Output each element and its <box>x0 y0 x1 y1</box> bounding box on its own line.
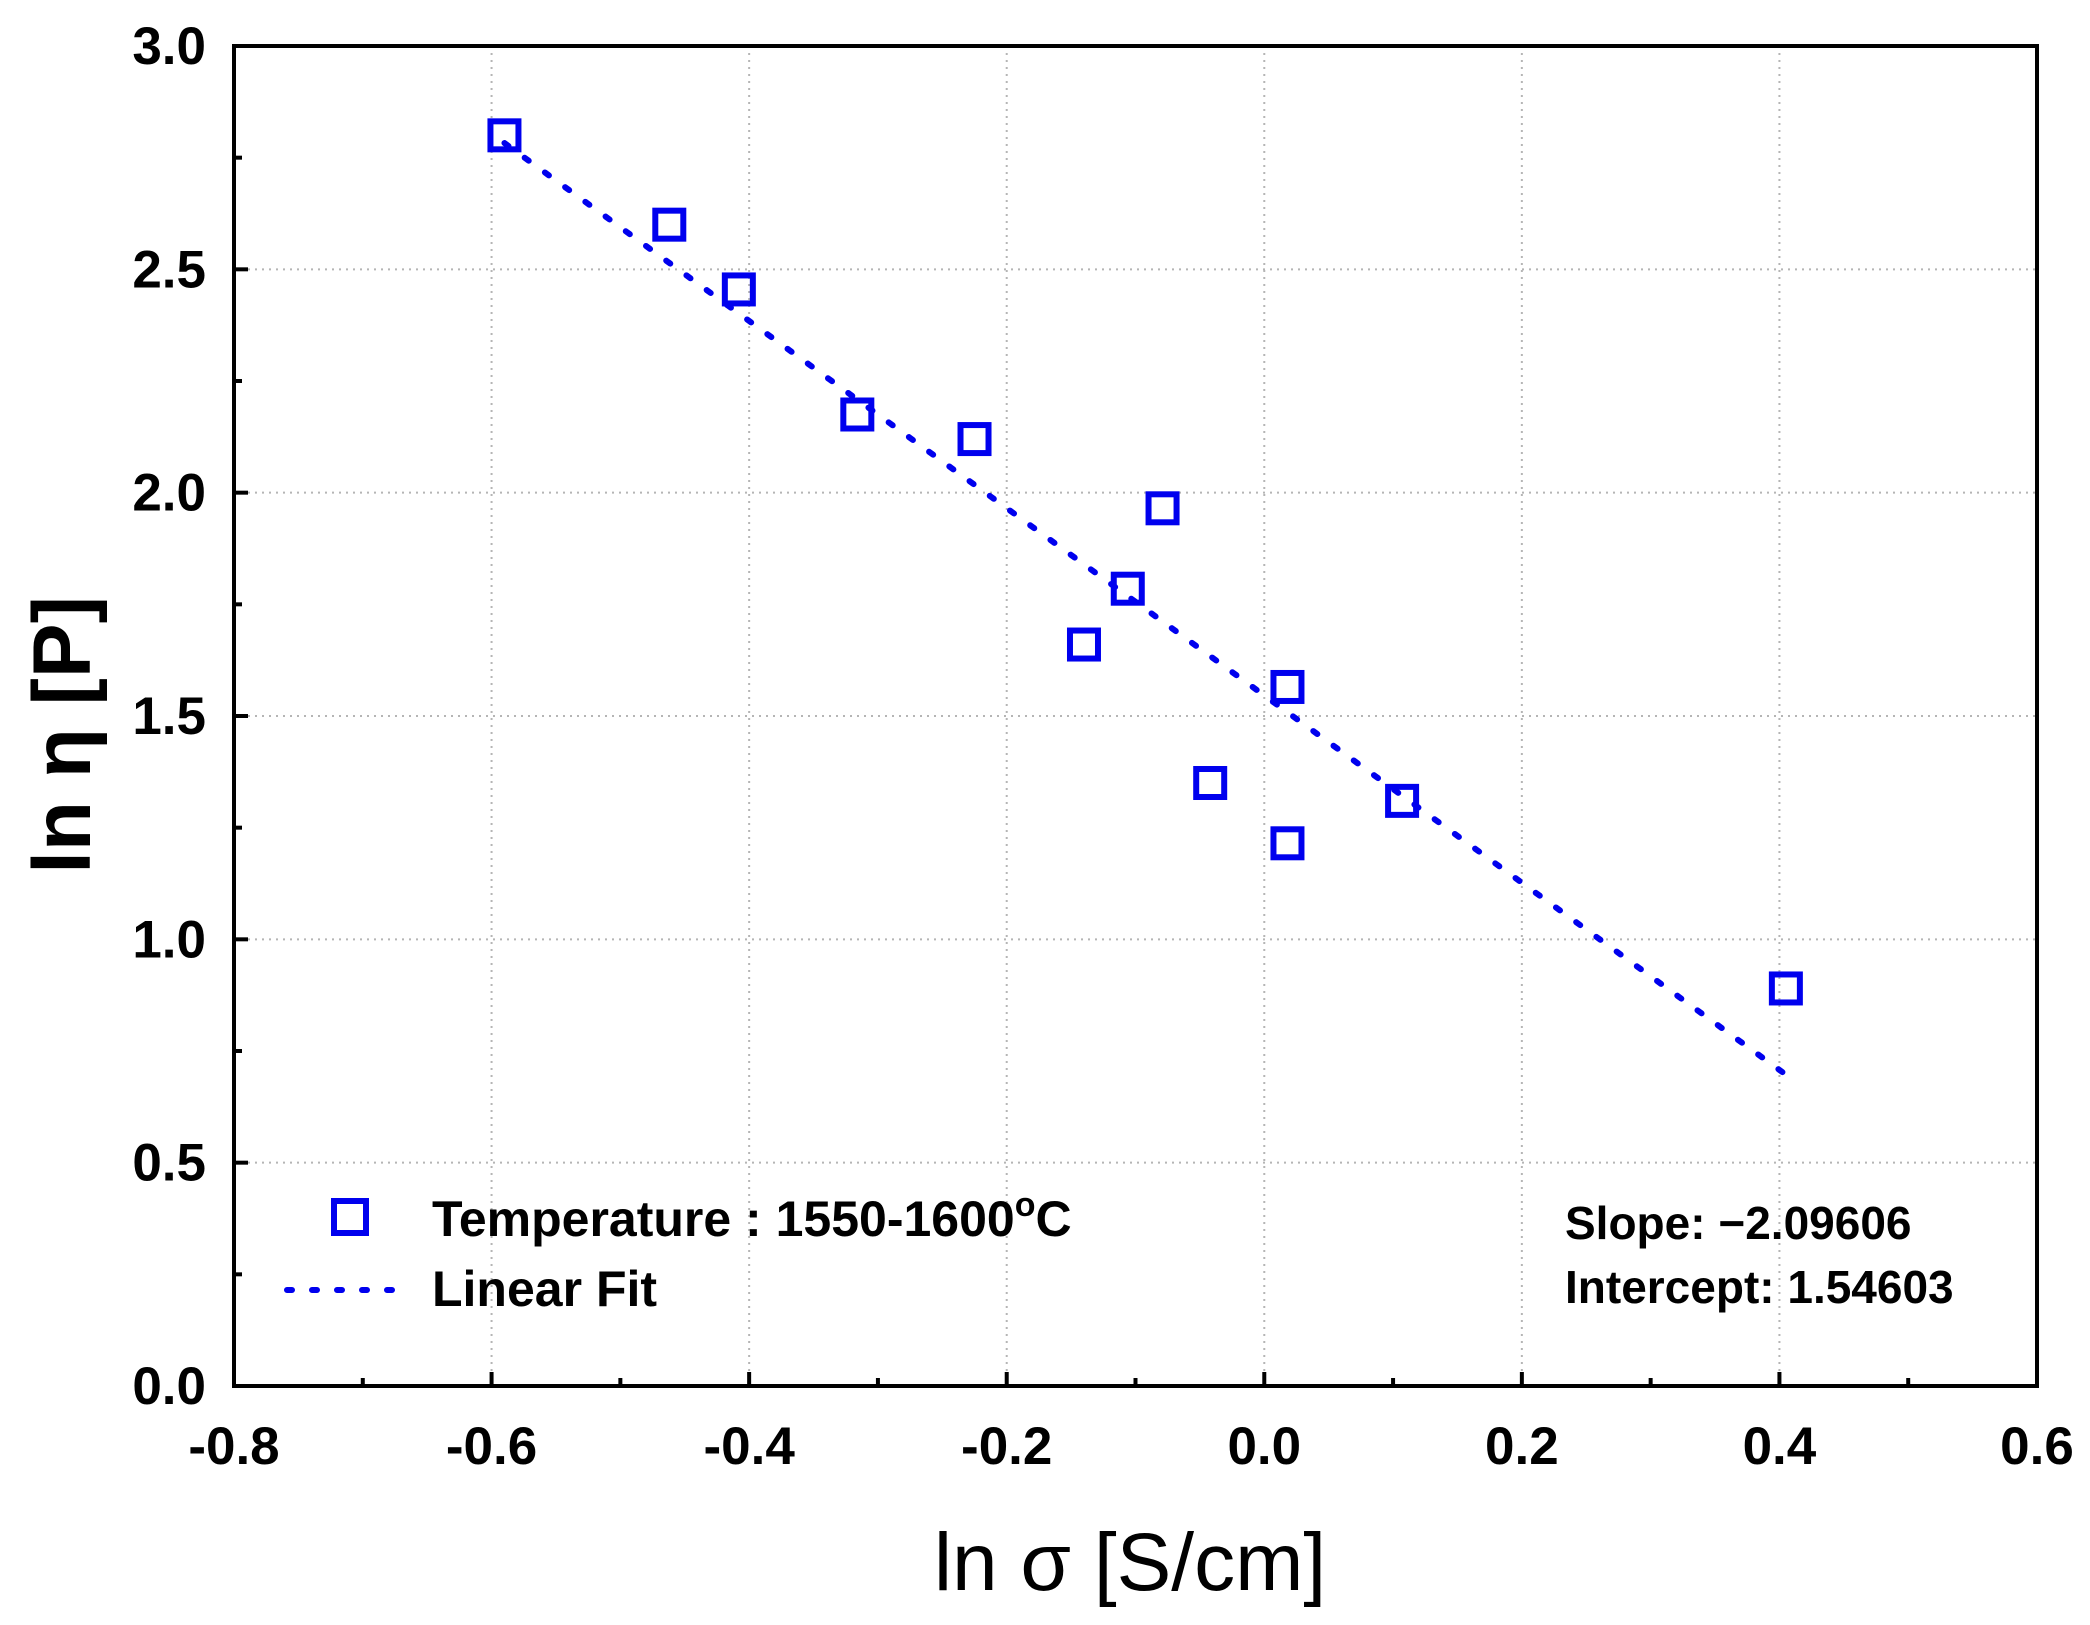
x-tick-label: -0.4 <box>703 1417 795 1476</box>
data-point <box>721 272 756 307</box>
data-points <box>487 118 1803 1006</box>
intercept-annotation: Intercept: 1.54603 <box>1565 1261 1954 1313</box>
x-tick-label: 0.2 <box>1485 1417 1559 1476</box>
y-tick-label: 0.5 <box>132 1134 206 1193</box>
legend-label-temperature-main: Temperature : 1550-1600 <box>432 1191 1015 1247</box>
legend-marker-square <box>331 1198 369 1236</box>
x-tick-label: 0.0 <box>1227 1417 1301 1476</box>
data-point <box>1270 669 1305 704</box>
y-tick-label: 0.0 <box>132 1357 206 1416</box>
legend-label-temperature-sup: o <box>1015 1186 1036 1224</box>
slope-annotation: Slope: −2.09606 <box>1565 1197 1911 1249</box>
y-tick-labels: 0.0 0.5 1.0 1.5 2.0 2.5 3.0 <box>132 17 206 1416</box>
x-tick-label: 0.6 <box>2000 1417 2074 1476</box>
y-tick-label: 2.0 <box>132 464 206 523</box>
data-point <box>957 422 992 457</box>
y-axis-title: ln η [P] <box>17 596 108 874</box>
x-axis-title: ln σ [S/cm] <box>934 1517 1326 1608</box>
data-point <box>652 207 687 242</box>
x-tick-labels: -0.8 -0.6 -0.4 -0.2 0.0 0.2 0.4 0.6 <box>188 1417 2074 1476</box>
legend-label-temperature: Temperature : 1550-1600oC <box>432 1186 1072 1247</box>
data-point <box>840 397 875 432</box>
x-tick-label: -0.6 <box>446 1417 537 1476</box>
data-point <box>1385 783 1420 818</box>
legend-label-linear-fit: Linear Fit <box>432 1261 657 1317</box>
legend-label-temperature-unit: C <box>1036 1191 1072 1247</box>
x-tick-label: 0.4 <box>1743 1417 1817 1476</box>
data-point <box>1145 491 1180 526</box>
y-tick-label: 1.0 <box>132 910 206 969</box>
data-point <box>1110 571 1145 606</box>
y-tick-label: 1.5 <box>132 687 206 746</box>
data-point <box>1768 971 1803 1006</box>
x-tick-label: -0.8 <box>188 1417 279 1476</box>
data-point <box>1270 826 1305 861</box>
legend: Temperature : 1550-1600oC Linear Fit <box>284 1186 1072 1317</box>
data-point <box>1193 766 1228 800</box>
x-tick-label: -0.2 <box>961 1417 1052 1476</box>
plot-frame <box>232 44 2039 1388</box>
y-tick-label: 3.0 <box>132 17 206 76</box>
y-tick-label: 2.5 <box>132 240 206 299</box>
data-point <box>1066 627 1101 662</box>
data-point <box>487 118 522 153</box>
